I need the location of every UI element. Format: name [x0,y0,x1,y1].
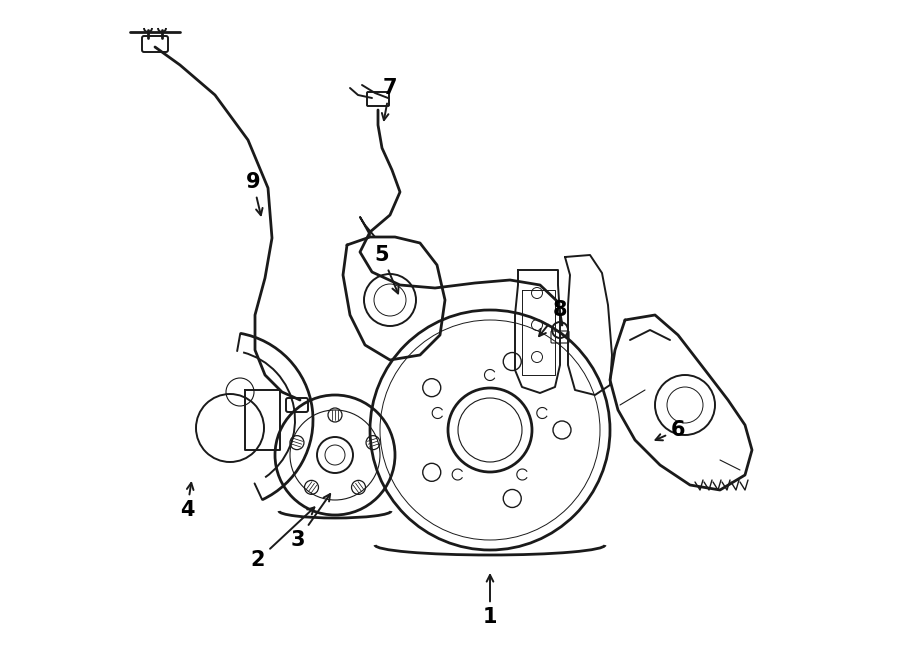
Text: 7: 7 [382,78,397,120]
Text: 6: 6 [655,420,685,440]
Text: 2: 2 [251,508,314,570]
Text: 5: 5 [374,245,399,293]
Text: 3: 3 [291,494,330,550]
Text: 1: 1 [482,575,497,627]
Text: 4: 4 [180,483,194,520]
Text: 8: 8 [539,300,567,336]
Text: 9: 9 [246,172,263,215]
